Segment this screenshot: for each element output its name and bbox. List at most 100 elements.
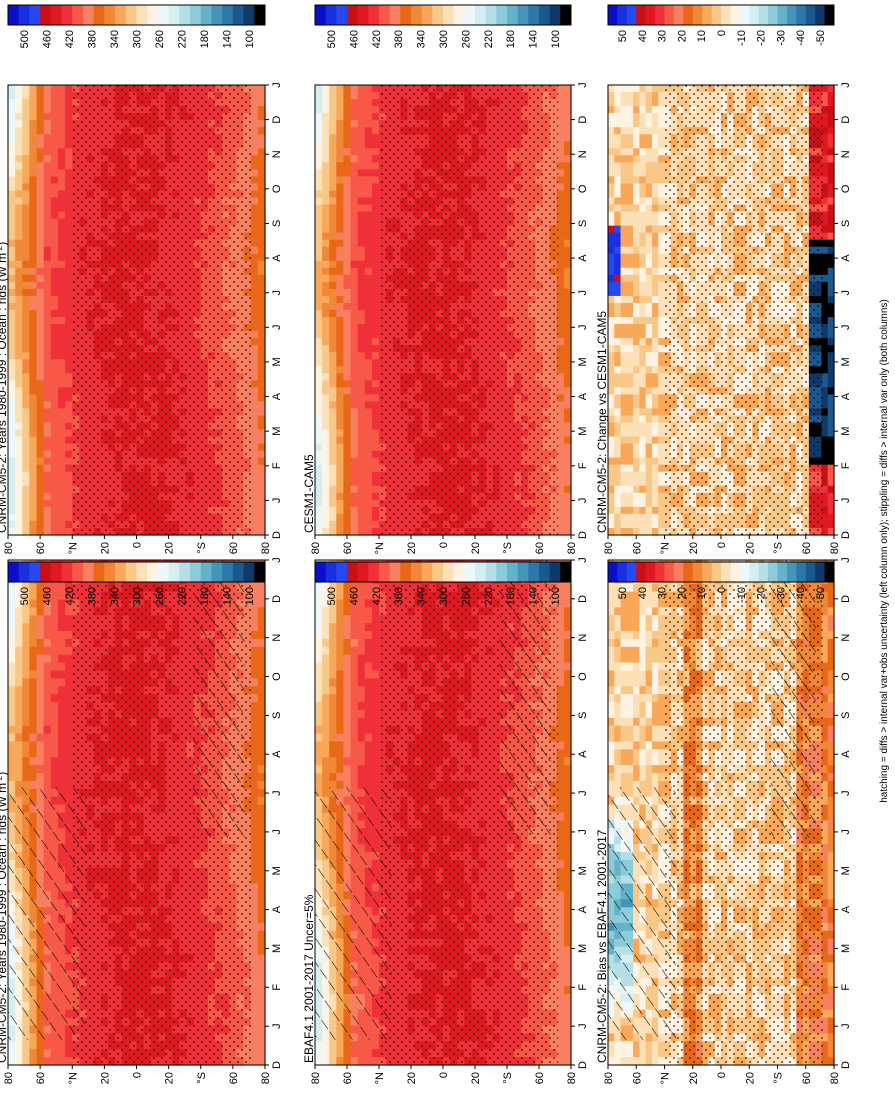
heatmap-cell [65,1041,73,1049]
heatmap-cell [22,607,30,615]
heatmap-cell [37,331,45,339]
heatmap-cell [329,741,337,749]
heatmap-cell [8,430,16,438]
heatmap-cell [37,458,45,466]
heatmap-cell [65,120,73,128]
heatmap-cell [29,486,37,494]
heatmap-cell [22,310,30,318]
heatmap-cell [51,85,59,93]
heatmap-cell [8,765,16,773]
heatmap-cell [65,113,73,121]
heatmap-cell [258,1018,266,1026]
heatmap-cell [37,380,45,388]
heatmap-cell [29,615,37,623]
heatmap-cell [58,655,66,663]
heatmap-cell [65,345,73,353]
heatmap-cell [58,352,66,360]
heatmap-cell [29,458,37,466]
heatmap-cell [29,1049,37,1057]
heatmap-cell [22,718,30,726]
heatmap-cell [258,805,266,813]
heatmap-cell [65,233,73,241]
heatmap-cell [8,444,16,452]
heatmap-cell [51,528,59,536]
heatmap-cell [258,915,266,923]
heatmap-cell [8,678,16,686]
heatmap-cell [22,148,30,156]
heatmap-cell [44,289,52,297]
heatmap-cell [65,423,73,431]
heatmap-cell [315,734,323,742]
heatmap-cell [22,282,30,290]
heatmap-cell [37,113,45,121]
heatmap-cell [37,268,45,276]
heatmap-cell [22,631,30,639]
colorbar-swatch [40,5,51,25]
heatmap-cell [22,1049,30,1057]
heatmap-cell [15,366,23,374]
heatmap-cell [315,623,323,631]
heatmap-cell [29,408,37,416]
heatmap-cell [258,437,266,445]
heatmap-cell [8,99,16,107]
heatmap-cell [22,219,30,227]
heatmap-cell [44,176,52,184]
heatmap-cell [58,694,66,702]
heatmap-cell [329,623,337,631]
heatmap-cell [22,275,30,283]
heatmap-cell [58,757,66,765]
heatmap-cell [65,219,73,227]
heatmap-cell [15,324,23,332]
heatmap-cell [51,1057,59,1065]
heatmap-cell [29,678,37,686]
heatmap-cell [37,120,45,128]
heatmap-cell [44,380,52,388]
heatmap-cell [8,373,16,381]
heatmap-cell [65,240,73,248]
colorbar-swatch [201,5,212,25]
heatmap-cell [37,734,45,742]
heatmap-cell [22,183,30,191]
heatmap-cell [37,437,45,445]
heatmap-cell [8,710,16,718]
heatmap-cell [22,387,30,395]
heatmap-cell [336,702,344,710]
heatmap-cell [8,198,16,206]
heatmap-cell [15,486,23,494]
heatmap-cell [29,85,37,93]
colorbar-swatch [104,5,115,25]
heatmap-cell [8,741,16,749]
colorbar-swatch [19,562,30,582]
heatmap-cell [15,670,23,678]
heatmap-cell [37,718,45,726]
colorbar-tick-label: 140 [221,30,233,48]
heatmap-cell [258,289,266,297]
lat-tick-label: 80 [260,542,272,554]
heatmap-cell [22,765,30,773]
month-tick-label: J [271,1023,283,1029]
heatmap-cell [258,310,266,318]
heatmap-cell [329,694,337,702]
month-tick-label: J [271,498,283,504]
heatmap-cell [8,1041,16,1049]
heatmap-cell [315,639,323,647]
heatmap-cell [29,514,37,522]
heatmap-cell [29,317,37,325]
heatmap-cell [51,345,59,353]
heatmap-cell [58,647,66,655]
heatmap-cell [22,198,30,206]
heatmap-cell [51,401,59,409]
heatmap-cell [37,205,45,213]
heatmap-cell [258,268,266,276]
heatmap-cell [65,324,73,332]
heatmap-cell [65,607,73,615]
heatmap-cell [258,994,266,1002]
month-tick-label: J [271,557,283,563]
heatmap-cell [37,500,45,508]
colorbar-tick-label: 420 [64,30,76,48]
heatmap-cell [315,655,323,663]
heatmap-cell [44,282,52,290]
heatmap-cell [15,254,23,262]
heatmap-cell [258,970,266,978]
lat-tick-label: °N [67,542,79,554]
